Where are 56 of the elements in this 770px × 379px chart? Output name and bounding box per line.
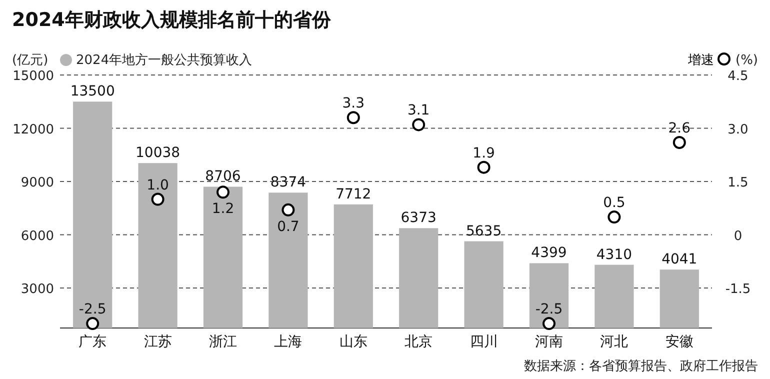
source-note: 数据来源：各省预算报告、政府工作报告 — [524, 358, 758, 374]
x-tick-label: 山东 — [339, 334, 368, 350]
point — [672, 136, 686, 149]
data-label: 1.9 — [472, 145, 495, 162]
y-tick-label: 15000 — [12, 69, 54, 84]
data-label: 10038 — [136, 145, 180, 162]
x-tick-label: 四川 — [470, 334, 498, 350]
legend-item: 增速 — [688, 52, 730, 68]
y2-axis-title: (%) — [736, 53, 758, 68]
chart-title: 2024年财政收入规模排名前十的省份 — [12, 9, 332, 31]
x-tick-label: 河北 — [600, 334, 628, 350]
y-tick-label: 12000 — [12, 122, 54, 138]
data-label: 5635 — [466, 223, 502, 240]
legend-label: 2024年地方一般公共预算收入 — [76, 52, 252, 68]
data-label: 4310 — [596, 246, 632, 263]
data-label: -2.5 — [78, 302, 106, 318]
data-label: 0.5 — [603, 195, 626, 212]
y2-tick-label: 4.5 — [728, 69, 748, 84]
data-label: 8706 — [205, 168, 241, 185]
x-tick-label: 上海 — [274, 334, 302, 350]
y-tick-label: 3000 — [20, 282, 54, 298]
data-label: -2.5 — [535, 302, 563, 318]
point — [216, 186, 230, 199]
data-label: 3.3 — [342, 96, 365, 112]
point — [86, 317, 100, 330]
data-label: 8374 — [270, 174, 306, 191]
x-tick-label: 浙江 — [209, 334, 237, 350]
data-label: 2.6 — [668, 120, 691, 136]
data-label: 0.7 — [277, 218, 300, 235]
point — [608, 210, 621, 224]
y-axis-title: (亿元) — [12, 53, 48, 68]
point — [477, 160, 490, 174]
data-label: 6373 — [400, 210, 436, 226]
y-tick-label: 6000 — [20, 228, 54, 244]
x-tick-label: 江苏 — [144, 334, 172, 350]
x-tick-label: 北京 — [404, 334, 433, 350]
y2-tick-label: 3.0 — [728, 122, 748, 138]
point — [346, 111, 360, 124]
data-label: 1.0 — [146, 177, 169, 194]
data-label: 13500 — [70, 84, 115, 100]
x-tick-label: 河南 — [535, 334, 563, 350]
point — [412, 118, 426, 132]
point — [542, 317, 556, 330]
x-tick-label: 广东 — [78, 334, 107, 350]
y2-tick-label: 0 — [734, 228, 742, 244]
point — [282, 203, 295, 216]
y2-tick-label: -1.5 — [725, 282, 751, 298]
x-tick-label: 安徽 — [665, 334, 694, 350]
point — [151, 192, 164, 206]
data-label: 4041 — [662, 252, 698, 268]
data-label: 7712 — [336, 186, 372, 202]
data-label: 1.2 — [212, 201, 234, 218]
data-label: 4399 — [531, 245, 567, 262]
y2-tick-label: 1.5 — [728, 176, 748, 191]
y-tick-label: 9000 — [20, 176, 54, 191]
data-label: 3.1 — [407, 102, 430, 119]
